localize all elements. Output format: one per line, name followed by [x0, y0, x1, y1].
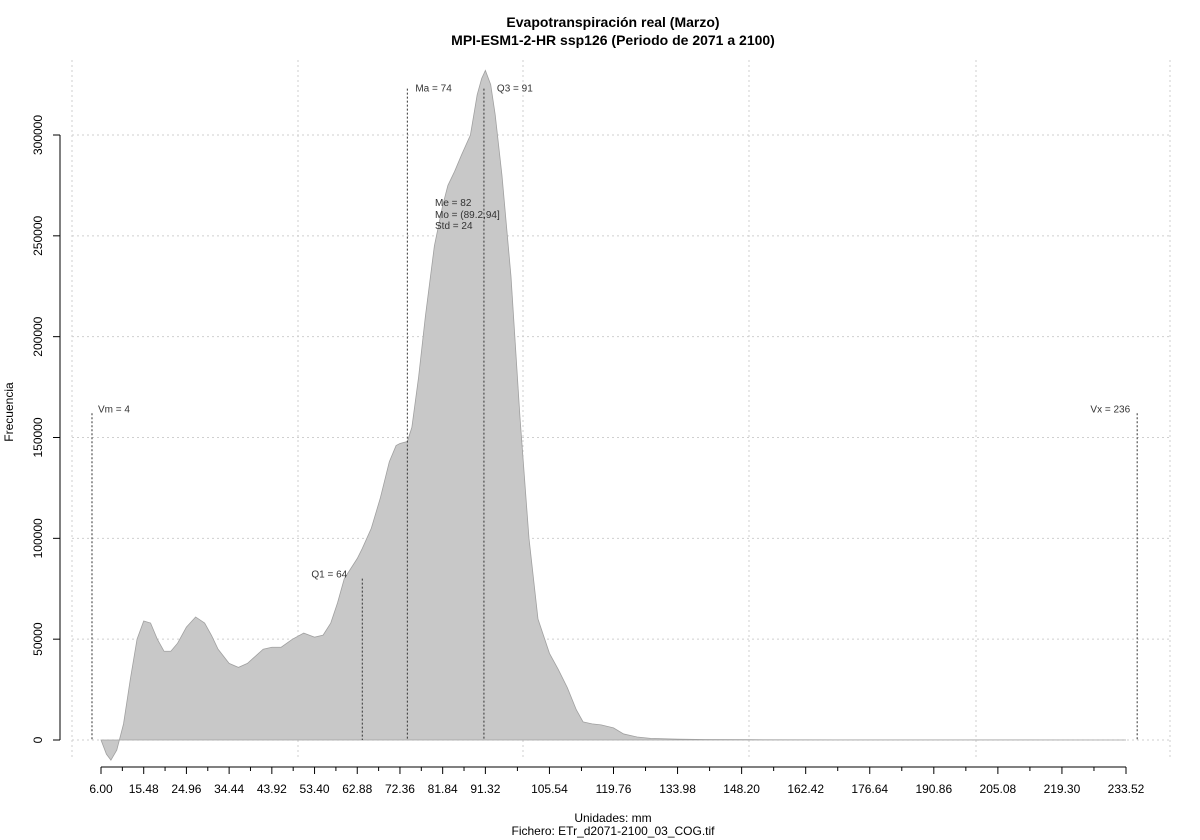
x-tick-label: 6.00 [89, 782, 113, 796]
chart-title: Evapotranspiración real (Marzo) [506, 14, 719, 30]
stats-std: Std = 24 [435, 221, 473, 232]
annotation-label: Vx = 236 [1090, 404, 1130, 415]
x-tick-label: 72.36 [385, 782, 415, 796]
x-tick-label: 133.98 [659, 782, 696, 796]
x-tick-label: 233.52 [1108, 782, 1145, 796]
x-tick-label: 105.54 [531, 782, 568, 796]
y-axis-label: Frecuencia [2, 382, 16, 442]
y-tick-label: 50000 [31, 622, 45, 656]
x-tick-label: 176.64 [851, 782, 888, 796]
y-tick-label: 250000 [31, 215, 45, 255]
annotation-lines: Vm = 4 Q1 = 64 Ma = 74 Q3 = 91 Vx = 236 [91, 84, 1138, 740]
x-tick-label: 119.76 [596, 782, 632, 796]
x-tick-label: 34.44 [214, 782, 244, 796]
axes: 0 50000 100000 150000 200000 250000 300000 6.00… [31, 115, 1145, 796]
annotation-label: Q3 = 91 [497, 84, 533, 95]
x-tick-label: 205.08 [980, 782, 1017, 796]
x-tick-label: 148.20 [723, 782, 760, 796]
y-tick-label: 100000 [31, 518, 45, 558]
x-tick-label: 91.32 [470, 782, 500, 796]
chart-subtitle: MPI-ESM1-2-HR ssp126 (Periodo de 2071 a … [451, 32, 775, 48]
x-tick-label: 24.96 [171, 782, 201, 796]
x-tick-label: 162.42 [787, 782, 824, 796]
x-axis-label: Unidades: mm [574, 811, 651, 825]
footer-filename: Fichero: ETr_d2071-2100_03_COG.tif [512, 824, 716, 838]
stats-mode: Mo = (89.2,94] [435, 210, 500, 221]
y-tick-label: 200000 [31, 316, 45, 356]
x-tick-label: 81.84 [428, 782, 458, 796]
y-tick-label: 300000 [31, 115, 45, 155]
grid-lines [71, 60, 1171, 760]
y-tick-label: 150000 [31, 417, 45, 457]
x-tick-label: 62.88 [342, 782, 372, 796]
annotation-label: Vm = 4 [98, 404, 130, 415]
stats-mean: Me = 82 [435, 198, 472, 209]
chart-texts: Evapotranspiración real (Marzo) MPI-ESM1… [2, 14, 775, 838]
x-tick-label: 219.30 [1044, 782, 1081, 796]
annotation-label: Ma = 74 [415, 84, 452, 95]
x-tick-label: 53.40 [300, 782, 330, 796]
density-area [100, 69, 1127, 761]
annotation-label: Q1 = 64 [311, 570, 347, 581]
density-fill [100, 69, 1127, 761]
x-tick-label: 15.48 [129, 782, 159, 796]
x-tick-label: 190.86 [915, 782, 952, 796]
x-tick-label: 43.92 [257, 782, 287, 796]
y-tick-label: 0 [31, 736, 45, 743]
